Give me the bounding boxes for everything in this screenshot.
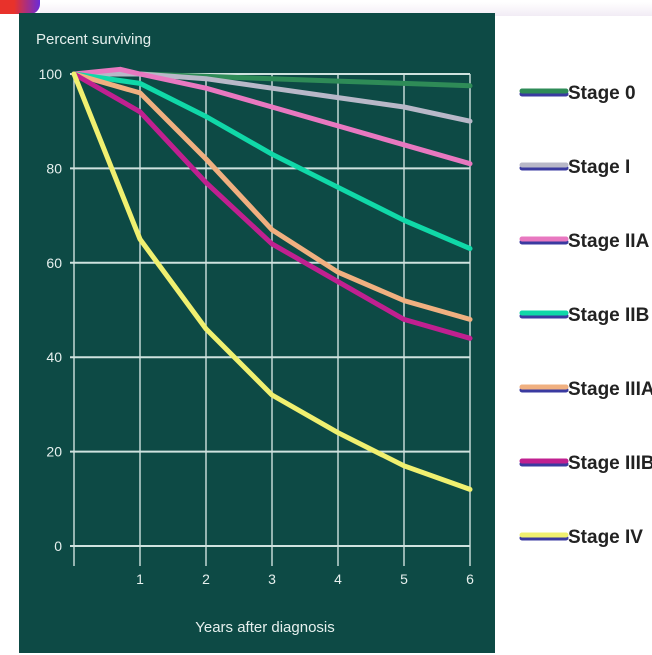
legend-item: Stage IIIB — [519, 453, 652, 474]
legend-label: Stage 0 — [568, 83, 636, 104]
series-line-stage-iiia — [71, 71, 473, 322]
x-tick-label: 2 — [202, 571, 210, 587]
y-tick-label: 100 — [39, 66, 63, 82]
y-tick-label: 40 — [46, 349, 62, 365]
top-header-strip — [40, 2, 652, 16]
legend-label: Stage IIIB — [568, 453, 652, 474]
series-line-stage-iia — [71, 66, 473, 167]
y-tick-label: 80 — [46, 160, 62, 176]
y-tick-label: 0 — [54, 538, 62, 554]
y-tick-label: 20 — [46, 444, 62, 460]
x-tick-label: 3 — [268, 571, 276, 587]
legend-item: Stage IIIA — [519, 379, 652, 400]
legend-label: Stage IIB — [568, 305, 649, 326]
legend: Stage 0 Stage I Stage IIA Stage IIB Stage II… — [519, 83, 652, 548]
x-tick-label: 1 — [136, 571, 144, 587]
legend-item: Stage I — [519, 157, 630, 178]
x-tick-label: 5 — [400, 571, 408, 587]
y-axis-title: Percent surviving — [36, 31, 151, 48]
legend-item: Stage IV — [519, 527, 643, 548]
grid-layer — [70, 73, 471, 566]
legend-item: Stage IIB — [519, 305, 649, 326]
x-tick-label: 6 — [466, 571, 474, 587]
series-line-stage-iib — [71, 71, 473, 252]
legend-label: Stage IIA — [568, 231, 650, 252]
legend-label: Stage IIIA — [568, 379, 652, 400]
series-line-stage-iiib — [71, 71, 473, 341]
legend-label: Stage IV — [568, 527, 643, 548]
legend-item: Stage 0 — [519, 83, 636, 104]
series-layer — [71, 66, 473, 492]
y-tick-label: 60 — [46, 255, 62, 271]
axis-layer: 0 20 40 60 80 100 1 2 3 4 5 6 — [39, 66, 474, 587]
x-tick-label: 4 — [334, 571, 342, 587]
legend-label: Stage I — [568, 157, 630, 178]
x-axis-title: Years after diagnosis — [195, 619, 335, 636]
top-accent-bar — [0, 0, 40, 14]
legend-item: Stage IIA — [519, 231, 650, 252]
series-line-stage-iv — [71, 71, 473, 492]
